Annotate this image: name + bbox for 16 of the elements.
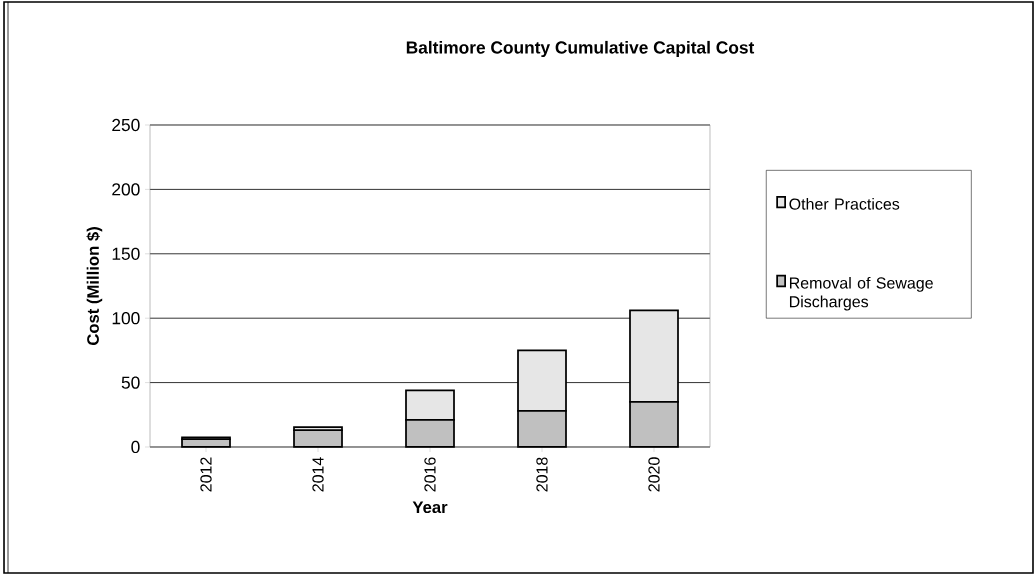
x-axis-title: Year <box>412 501 448 514</box>
y-tick-label: 50 <box>121 376 140 389</box>
y-tick-label: 200 <box>112 183 140 196</box>
chart-title: Baltimore County Cumulative Capital Cost <box>406 40 755 58</box>
y-tick-label: 100 <box>112 312 140 325</box>
y-tick-label: 150 <box>112 247 140 260</box>
x-tick-label: 2018 <box>536 457 548 492</box>
y-tick-label: 0 <box>131 440 140 454</box>
x-tick-label: 2014 <box>312 457 324 492</box>
legend-label: Other Practices <box>789 198 900 210</box>
y-axis-title: Cost (Million $) <box>86 227 103 346</box>
x-tick-label: 2020 <box>648 457 660 492</box>
y-tick-label: 250 <box>112 118 140 132</box>
x-tick-label: 2016 <box>424 457 436 492</box>
x-tick-label: 2012 <box>200 457 212 492</box>
legend-label: Removal of Sewage Discharges <box>789 276 933 311</box>
